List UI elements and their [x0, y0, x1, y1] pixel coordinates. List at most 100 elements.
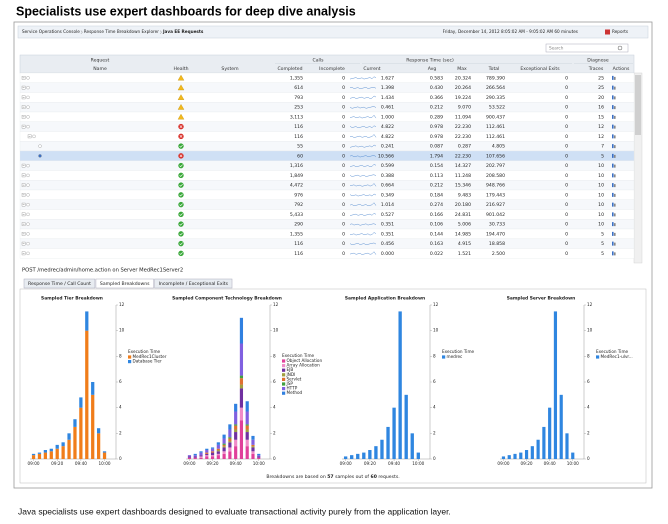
column-header[interactable]: Health	[173, 66, 188, 72]
column-header[interactable]: Total	[488, 66, 500, 72]
table-row[interactable]	[19, 150, 635, 161]
trace-icon[interactable]	[614, 154, 616, 158]
table-row[interactable]	[19, 102, 635, 113]
tab[interactable]: Incomplete / Exceptional Exits	[154, 278, 233, 289]
trace-icon[interactable]	[614, 174, 616, 178]
trace-icon[interactable]	[612, 153, 614, 158]
trace-icon[interactable]	[614, 184, 616, 188]
table-row[interactable]	[19, 238, 635, 249]
trace-icon[interactable]	[612, 144, 614, 149]
reports-icon[interactable]	[605, 29, 610, 35]
tab-shape[interactable]	[154, 278, 233, 289]
trace-icon[interactable]	[612, 95, 614, 100]
column-header[interactable]: Name	[93, 66, 107, 72]
trace-icon[interactable]	[614, 242, 616, 246]
breadcrumb-item[interactable]: Service Operations Console	[22, 29, 80, 34]
breadcrumb-item[interactable]: Response Time Breakdown Explorer	[84, 29, 159, 34]
trace-icon[interactable]	[612, 75, 614, 80]
trace-icon[interactable]	[612, 241, 614, 246]
trace-icon[interactable]	[612, 85, 614, 90]
table-row[interactable]	[19, 72, 635, 83]
table-row[interactable]	[19, 131, 635, 142]
table-row[interactable]	[19, 219, 635, 230]
row-radio[interactable]	[26, 85, 30, 90]
table-row[interactable]	[19, 170, 635, 181]
row-radio[interactable]	[38, 144, 42, 148]
tab-shape[interactable]	[95, 278, 154, 289]
trace-icon[interactable]	[614, 232, 616, 236]
table-row[interactable]	[19, 111, 635, 122]
trace-icon[interactable]	[614, 135, 616, 139]
trace-icon[interactable]	[614, 76, 616, 80]
tab[interactable]: Response Time / Call Count	[23, 278, 96, 289]
table-row[interactable]	[19, 228, 635, 239]
column-header[interactable]: Traces	[588, 66, 604, 72]
column-header[interactable]: System	[221, 66, 239, 72]
search-box[interactable]	[545, 43, 629, 53]
trace-icon[interactable]	[612, 163, 614, 168]
row-radio[interactable]	[26, 212, 30, 217]
table-row[interactable]	[19, 199, 635, 210]
column-header[interactable]: Actions	[613, 66, 630, 72]
column-header[interactable]: Current	[363, 66, 380, 72]
table-row[interactable]	[19, 121, 635, 132]
table-row[interactable]	[19, 248, 635, 259]
table-row[interactable]	[19, 92, 635, 103]
trace-icon[interactable]	[614, 86, 616, 90]
trace-icon[interactable]	[614, 125, 616, 129]
trace-icon[interactable]	[612, 212, 614, 217]
column-header[interactable]: Completed	[277, 66, 302, 72]
trace-icon[interactable]	[614, 96, 616, 100]
row-radio[interactable]	[26, 163, 30, 168]
trace-icon[interactable]	[612, 251, 614, 256]
row-radio[interactable]	[38, 154, 42, 158]
trace-icon[interactable]	[614, 145, 616, 149]
row-radio[interactable]	[26, 251, 30, 256]
row-radio[interactable]	[26, 124, 30, 129]
column-header[interactable]: Max	[457, 66, 467, 72]
trace-icon[interactable]	[612, 114, 614, 119]
trace-icon[interactable]	[614, 115, 616, 119]
row-radio[interactable]	[26, 183, 30, 187]
table-row[interactable]	[19, 189, 635, 200]
table-row[interactable]	[19, 209, 635, 220]
tab-shape[interactable]	[23, 278, 96, 289]
table-row[interactable]	[19, 82, 635, 93]
table-row[interactable]	[19, 180, 635, 191]
tab-label[interactable]: Response Time / Call Count	[28, 281, 91, 287]
column-header[interactable]: Exceptional Exits	[520, 66, 560, 72]
row-radio[interactable]	[26, 76, 30, 80]
trace-icon[interactable]	[614, 164, 616, 168]
row-radio[interactable]	[26, 232, 30, 236]
row-radio[interactable]	[26, 95, 30, 100]
column-header[interactable]: Incomplete	[319, 66, 345, 72]
tab[interactable]: Sampled Breakdowns	[95, 278, 154, 289]
trace-icon[interactable]	[614, 203, 616, 207]
trace-icon[interactable]	[614, 213, 616, 217]
row-radio[interactable]	[26, 115, 30, 119]
row-radio[interactable]	[26, 202, 30, 207]
trace-icon[interactable]	[612, 134, 614, 139]
reports-link[interactable]: Reports	[612, 29, 628, 34]
trace-icon[interactable]	[614, 252, 616, 256]
trace-icon[interactable]	[612, 183, 614, 188]
table-row[interactable]	[19, 141, 635, 152]
trace-icon[interactable]	[614, 193, 616, 197]
row-radio[interactable]	[26, 222, 30, 226]
trace-icon[interactable]	[612, 124, 614, 129]
trace-icon[interactable]	[614, 223, 616, 227]
trace-icon[interactable]	[612, 202, 614, 207]
breadcrumb-item[interactable]: Java EE Requests	[162, 29, 204, 34]
column-header[interactable]: Avg	[428, 66, 437, 72]
trace-icon[interactable]	[612, 105, 614, 110]
tab-label[interactable]: Incomplete / Exceptional Exits	[159, 281, 229, 287]
trace-icon[interactable]	[612, 231, 614, 236]
row-radio[interactable]	[26, 105, 30, 109]
row-radio[interactable]	[26, 173, 30, 178]
table-row[interactable]	[19, 160, 635, 171]
scroll-thumb[interactable]	[635, 75, 641, 135]
row-radio[interactable]	[26, 193, 30, 197]
row-radio[interactable]	[26, 241, 30, 246]
tab-label[interactable]: Sampled Breakdowns	[100, 281, 150, 287]
trace-icon[interactable]	[612, 192, 614, 197]
